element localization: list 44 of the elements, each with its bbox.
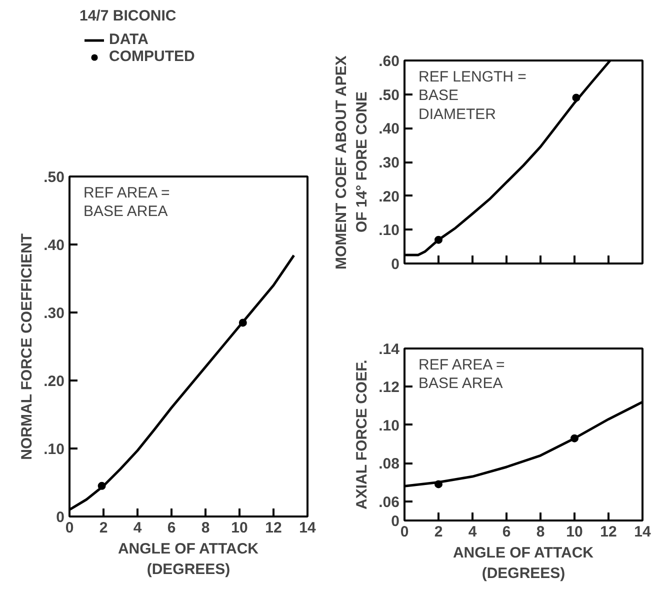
y-tick-label: .06 bbox=[378, 494, 400, 511]
x-tick-label: 12 bbox=[600, 524, 617, 540]
x-tick-label: 14 bbox=[299, 520, 316, 536]
x-tick-label: 2 bbox=[99, 520, 108, 536]
x-tick-label: 12 bbox=[265, 520, 282, 536]
line-series bbox=[70, 254, 296, 511]
x-axis-title: ANGLE OF ATTACK (DEGREES) bbox=[452, 544, 594, 582]
y-tick-label: .50 bbox=[378, 86, 400, 104]
legend-label: COMPUTED bbox=[109, 48, 195, 65]
y-tick-label: 0 bbox=[391, 256, 400, 273]
annotation: REF AREA = BASE AREA bbox=[418, 356, 506, 392]
x-axis-title: ANGLE OF ATTACK (DEGREES) bbox=[118, 540, 259, 578]
chart-title: 14/7 BICONIC bbox=[80, 8, 176, 24]
x-tick-label: 2 bbox=[434, 524, 443, 540]
y-tick-label: .08 bbox=[378, 456, 400, 473]
x-tick-label: 10 bbox=[231, 520, 248, 536]
y-tick-label: .60 bbox=[378, 53, 400, 70]
x-tick-label: 8 bbox=[536, 524, 545, 540]
y-tick-label: .10 bbox=[378, 222, 400, 240]
y-tick-label: .30 bbox=[44, 305, 65, 322]
annotation: REF AREA = BASE AREA bbox=[84, 184, 170, 220]
x-tick-label: 6 bbox=[167, 520, 176, 536]
y-tick-label: .20 bbox=[44, 373, 65, 390]
y-tick-label: .40 bbox=[44, 237, 65, 254]
legend-label: DATA bbox=[109, 31, 148, 48]
y-axis-title: NORMAL FORCE COEFFICIENT bbox=[18, 233, 36, 460]
y-axis-title: MOMENT COEF ABOUT APEX OF 14° FORE CONE bbox=[333, 56, 371, 270]
annotation: REF LENGTH = BASE DIAMETER bbox=[418, 68, 527, 123]
y-tick-label: .10 bbox=[44, 441, 65, 458]
y-tick-label: .10 bbox=[378, 417, 400, 434]
x-tick-label: 8 bbox=[201, 520, 210, 536]
x-tick-label: 4 bbox=[468, 524, 478, 540]
y-axis-title: AXIAL FORCE COEF. bbox=[354, 360, 371, 510]
y-tick-label: 0 bbox=[56, 509, 64, 526]
y-tick-label: .30 bbox=[378, 154, 400, 172]
x-tick-label: 4 bbox=[133, 520, 142, 536]
y-tick-label: .40 bbox=[378, 120, 400, 138]
y-tick-label: .50 bbox=[44, 169, 65, 186]
x-tick-label: 10 bbox=[566, 524, 583, 540]
x-tick-label: 14 bbox=[634, 524, 652, 540]
y-tick-label: .12 bbox=[378, 379, 400, 396]
x-tick-label: 6 bbox=[502, 524, 511, 540]
y-tick-label: .14 bbox=[378, 341, 400, 358]
y-tick-label: .20 bbox=[378, 188, 400, 206]
